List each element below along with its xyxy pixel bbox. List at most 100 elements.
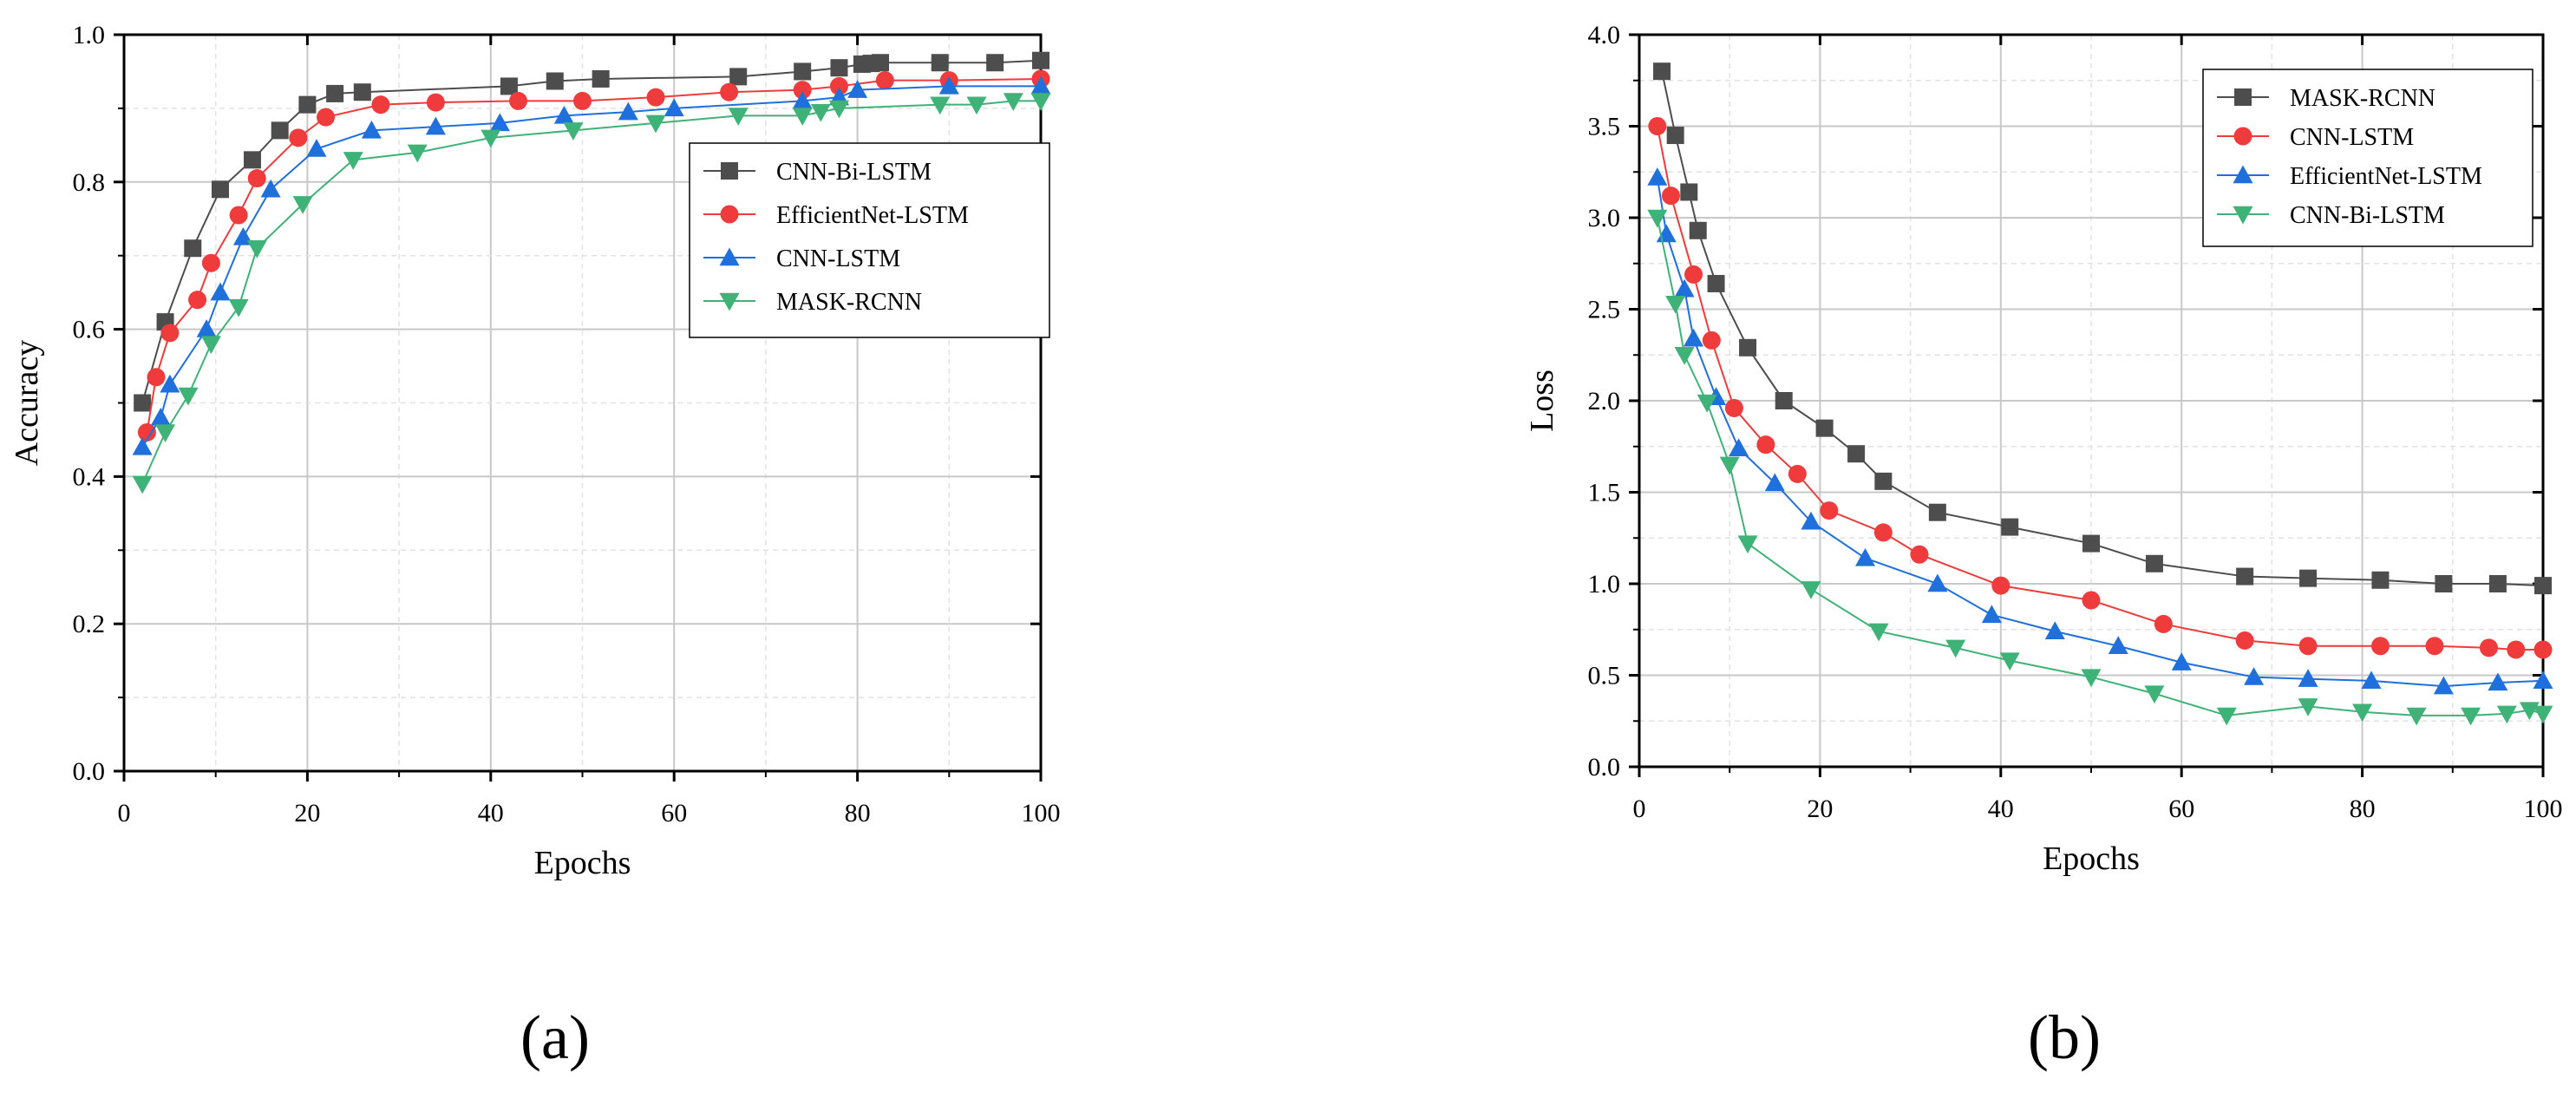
acc-data-point [292,196,313,214]
acc-y-tick-label: 1.0 [73,21,106,49]
acc-data-point [793,81,812,100]
loss-data-point [1666,127,1684,145]
loss-data-point [1801,581,1821,599]
loss-data-point [1674,278,1695,298]
loss-data-point [1981,605,2002,624]
loss-legend-marker [2234,88,2252,106]
loss-data-point [2298,698,2318,716]
acc-data-point [298,95,317,114]
acc-x-tick-label: 80 [845,799,871,828]
loss-data-point [2082,591,2101,610]
acc-y-tick-label: 0.2 [73,610,106,638]
loss-y-tick-label: 1.5 [1588,479,1621,507]
loss-data-point [2299,569,2318,587]
acc-x-tick-label: 20 [294,799,320,828]
acc-data-point [361,120,382,139]
acc-legend-label: CNN-LSTM [776,245,900,272]
loss-data-point [2298,637,2318,656]
acc-data-point [1003,93,1023,111]
acc-data-point [228,298,249,317]
loss-data-point [2298,669,2318,687]
acc-legend-marker [720,205,739,224]
acc-series-efficientnet-lstm [137,69,1050,442]
loss-data-point [1724,398,1743,417]
loss-legend-marker [2233,165,2253,184]
loss-chart-panel: 0 20 40 60 80 100 0.0 0.5 1.0 1.5 2.0 2.5 3.0 3.5 4.0 E… [1288,0,2576,1095]
acc-x-tick-label: 100 [1022,799,1061,828]
loss-data-point [2461,707,2481,726]
acc-y-tick-label: 0.4 [73,462,106,491]
loss-data-point [1756,435,1775,455]
loss-series-line [1656,217,2544,716]
loss-data-point [2082,534,2100,553]
acc-data-point [132,475,153,494]
acc-data-point [664,98,684,117]
loss-data-point [2145,554,2163,572]
acc-data-point [132,436,153,455]
loss-data-point [2235,631,2254,650]
loss-data-point [1674,347,1695,365]
acc-data-point [646,88,665,107]
loss-data-point [2216,707,2237,726]
acc-data-point [645,114,666,134]
loss-y-tick-label: 2.5 [1588,296,1621,324]
loss-data-point [2236,567,2254,585]
loss-y-tick-label: 3.0 [1588,204,1621,232]
acc-data-point [966,96,987,115]
acc-data-point [931,54,949,72]
loss-data-point [1647,209,1668,228]
acc-legend-label: MASK-RCNN [776,289,922,316]
acc-legend-marker [719,292,740,311]
loss-series-mask-rcnn [1653,62,2552,595]
acc-data-point [353,83,371,101]
acc-data-point [200,336,221,355]
acc-data-point [210,282,231,301]
acc-data-point [930,96,951,115]
loss-data-point [1739,338,1757,357]
loss-legend-marker [2233,206,2253,225]
acc-data-point [830,59,848,77]
loss-y-axis-label: Loss [1524,370,1560,432]
loss-data-point [1680,183,1698,201]
loss-data-point [2496,705,2517,724]
loss-data-point [1815,419,1834,437]
acc-data-point [247,169,266,188]
acc-data-point [150,407,171,426]
acc-legend-label: CNN-Bi-LSTM [776,159,932,186]
loss-data-point [1702,330,1721,350]
loss-data-point [1910,545,1929,564]
loss-data-point [1661,186,1680,206]
loss-data-point [1684,328,1704,347]
loss-data-point [2425,637,2444,656]
loss-y-tick-label: 3.5 [1588,113,1621,141]
acc-data-point [1030,93,1051,111]
acc-data-point [160,374,180,393]
loss-legend-label: EfficientNet-LSTM [2290,163,2482,190]
loss-data-point [2371,571,2390,589]
acc-legend-marker [721,162,738,180]
loss-data-point [1647,167,1668,186]
acc-x-tick-label: 40 [478,799,504,828]
loss-chart: 0 20 40 60 80 100 0.0 0.5 1.0 1.5 2.0 2.5 3.0 3.5 4.0 E… [1524,21,2563,877]
acc-data-point [500,77,518,95]
loss-x-tick-label: 60 [2168,795,2194,823]
loss-data-point [1855,547,1875,566]
acc-y-tick-label: 0.8 [73,168,106,197]
acc-data-point [792,108,813,126]
loss-y-tick-label: 2.0 [1588,387,1621,415]
loss-x-tick-label: 40 [1988,795,2014,823]
loss-data-point [2154,614,2173,633]
loss-data-point [1648,117,1667,135]
acc-data-point [986,54,1004,72]
acc-data-point [489,113,510,132]
acc-data-point [407,144,428,163]
acc-data-point [553,105,574,124]
loss-data-point [1689,221,1707,239]
loss-data-point [1873,523,1893,542]
acc-data-point [196,319,217,337]
loss-data-point [2533,671,2553,690]
acc-data-point [246,240,267,258]
loss-data-point [1707,274,1725,292]
acc-y-axis-label: Accuracy [9,340,45,467]
acc-data-point [317,108,336,127]
